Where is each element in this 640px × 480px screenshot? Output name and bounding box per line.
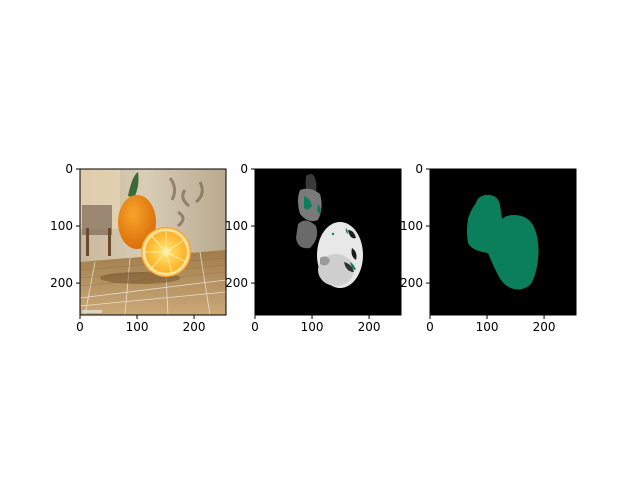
x-tick-label: 100 (126, 320, 149, 334)
photo-image (80, 169, 226, 315)
axes-photo: 0 100 200 0 100 200 (50, 162, 227, 334)
x-tick-label: 200 (533, 320, 556, 334)
axes-mask-ticks: 0 100 200 0 100 200 (400, 162, 577, 334)
y-tick-label: 100 (50, 219, 73, 233)
axes-frame (254, 168, 402, 316)
mask-image (430, 169, 576, 315)
x-tick-label: 100 (301, 320, 324, 334)
y-tick-label: 0 (65, 162, 73, 176)
axes-frame (429, 168, 577, 316)
x-tick-label: 0 (251, 320, 259, 334)
y-tick-label: 200 (50, 276, 73, 290)
axes-frame (79, 168, 227, 316)
x-tick-label: 0 (76, 320, 84, 334)
x-tick-label: 200 (358, 320, 381, 334)
y-tick-label: 100 (225, 219, 248, 233)
y-tick-label: 100 (400, 219, 423, 233)
x-tick-label: 100 (476, 320, 499, 334)
mask-region (467, 195, 539, 290)
axes-segmentation: 0 100 200 0 100 200 (225, 162, 402, 334)
x-tick-label: 200 (183, 320, 206, 334)
x-tick-label: 0 (426, 320, 434, 334)
axes-mask: 0 100 200 0 100 200 (400, 162, 577, 334)
y-tick-label: 200 (400, 276, 423, 290)
y-tick-label: 0 (240, 162, 248, 176)
axes-photo-ticks: 0 100 200 0 100 200 (50, 162, 227, 334)
y-tick-label: 0 (415, 162, 423, 176)
y-tick-label: 200 (225, 276, 248, 290)
segmentation-image (255, 169, 401, 315)
axes-segmentation-ticks: 0 100 200 0 100 200 (225, 162, 402, 334)
